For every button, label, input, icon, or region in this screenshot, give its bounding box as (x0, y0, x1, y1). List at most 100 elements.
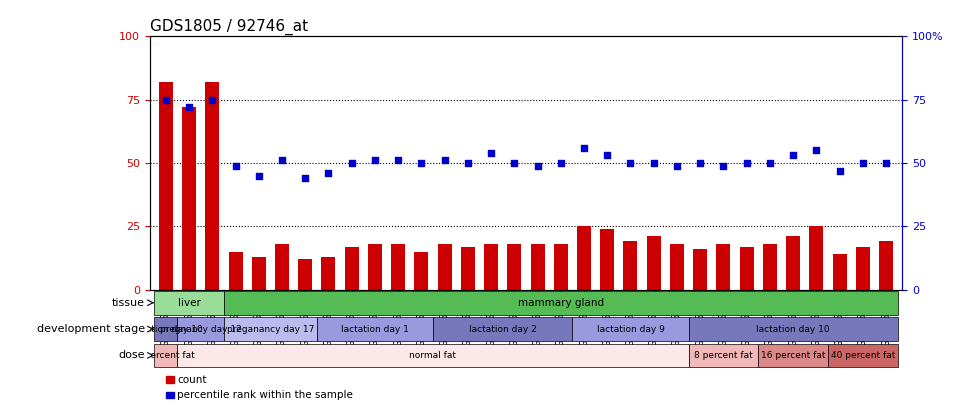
Text: GDS1805 / 92746_at: GDS1805 / 92746_at (150, 19, 308, 35)
Text: mammary gland: mammary gland (517, 298, 604, 308)
Point (205, 96, 220, 103)
Point (693, 160, 708, 166)
Point (599, 152, 615, 159)
Bar (716, 244, 731, 290)
Point (832, 167, 847, 174)
Point (437, 157, 453, 164)
Text: lactation day 9: lactation day 9 (596, 324, 665, 334)
Text: dose: dose (119, 350, 145, 360)
Point (391, 157, 406, 164)
Bar (345, 247, 359, 290)
Bar (317, 317, 433, 341)
Point (483, 149, 499, 156)
Bar (739, 247, 754, 290)
Bar (572, 317, 689, 341)
Bar (856, 247, 869, 290)
Bar (689, 317, 897, 341)
Text: 40 percent fat: 40 percent fat (831, 351, 895, 360)
Point (530, 162, 545, 169)
Bar (461, 247, 475, 290)
Bar (298, 259, 313, 290)
Point (181, 104, 197, 111)
Point (344, 160, 359, 166)
Bar (154, 317, 178, 341)
Point (786, 152, 801, 159)
Bar (224, 317, 317, 341)
Text: lactation day 10: lactation day 10 (129, 324, 203, 334)
Point (669, 162, 684, 169)
Bar (368, 244, 382, 290)
Bar (438, 244, 452, 290)
Point (878, 160, 894, 166)
Text: count: count (178, 375, 207, 385)
Text: lactation day 2: lactation day 2 (469, 324, 537, 334)
Bar (154, 343, 178, 367)
Bar (531, 244, 544, 290)
Text: lactation day 10: lactation day 10 (757, 324, 830, 334)
Point (297, 175, 313, 181)
Bar (154, 291, 224, 315)
Bar (178, 317, 224, 341)
Bar (833, 254, 846, 290)
Bar (391, 244, 405, 290)
Bar (224, 291, 897, 315)
Point (368, 157, 383, 164)
Point (274, 157, 290, 164)
Point (251, 173, 266, 179)
Bar (206, 82, 219, 290)
Text: preganancy day 17: preganancy day 17 (227, 324, 314, 334)
Bar (623, 241, 638, 290)
Bar (600, 229, 614, 290)
Point (646, 160, 661, 166)
Bar (763, 244, 777, 290)
Point (553, 160, 568, 166)
Bar (758, 343, 828, 367)
Bar (166, 392, 174, 399)
Bar (166, 376, 174, 383)
Text: tissue: tissue (112, 298, 145, 308)
Point (414, 160, 429, 166)
Bar (554, 244, 567, 290)
Point (158, 96, 174, 103)
Point (622, 160, 638, 166)
Point (507, 160, 522, 166)
Bar (229, 252, 242, 290)
Bar (828, 343, 897, 367)
Bar (252, 257, 265, 290)
Text: lactation day 1: lactation day 1 (341, 324, 409, 334)
Bar (321, 257, 336, 290)
Text: 8 percent fat: 8 percent fat (136, 351, 195, 360)
Point (855, 160, 870, 166)
Text: 8 percent fat: 8 percent fat (694, 351, 753, 360)
Point (576, 145, 592, 151)
Point (739, 160, 755, 166)
Bar (670, 244, 684, 290)
Bar (433, 317, 572, 341)
Point (460, 160, 476, 166)
Bar (577, 226, 591, 290)
Bar (275, 244, 289, 290)
Bar (879, 241, 893, 290)
Point (809, 147, 824, 153)
Text: normal fat: normal fat (409, 351, 456, 360)
Bar (786, 237, 800, 290)
Point (228, 162, 243, 169)
Point (716, 162, 731, 169)
Bar (693, 249, 707, 290)
Text: liver: liver (178, 298, 201, 308)
Bar (159, 82, 173, 290)
Text: 16 percent fat: 16 percent fat (760, 351, 825, 360)
Point (320, 170, 336, 177)
Bar (810, 226, 823, 290)
Bar (484, 244, 498, 290)
Bar (182, 107, 196, 290)
Bar (414, 252, 428, 290)
Bar (647, 237, 661, 290)
Text: development stage: development stage (37, 324, 145, 334)
Bar (689, 343, 758, 367)
Point (762, 160, 778, 166)
Text: percentile rank within the sample: percentile rank within the sample (178, 390, 353, 400)
Bar (508, 244, 521, 290)
Bar (178, 343, 689, 367)
Text: pregnancy day 12: pregnancy day 12 (160, 324, 241, 334)
